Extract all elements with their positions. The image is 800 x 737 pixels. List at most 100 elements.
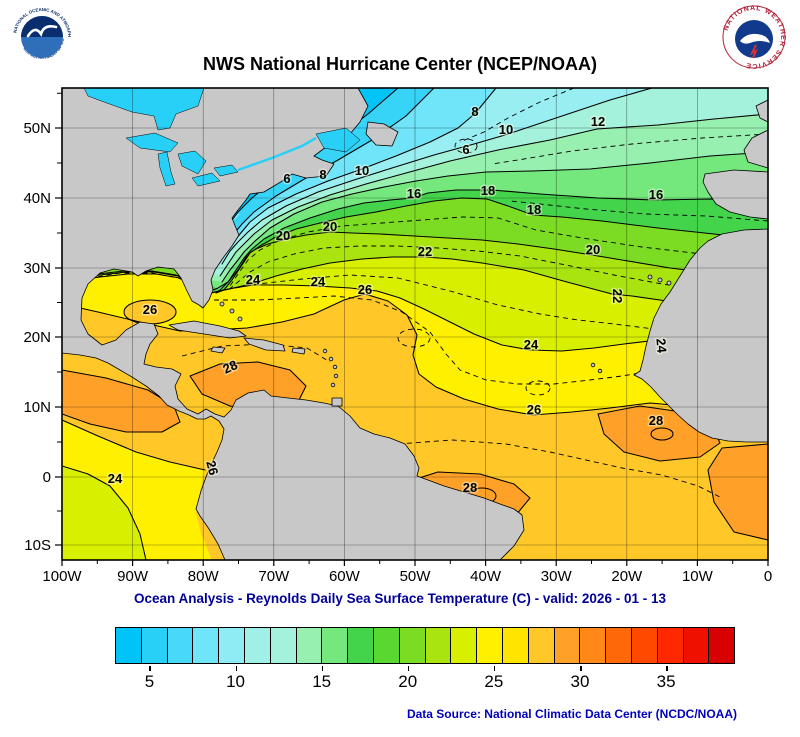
isotherm-28-pacific: [62, 369, 181, 433]
lon-axis-label: 70W: [258, 568, 290, 585]
isotherm-24-pacific: [62, 465, 147, 560]
land-antilles-4: [333, 373, 339, 379]
land-cape-verde-1: [590, 362, 596, 368]
water-lake-erie: [191, 172, 221, 187]
colorbar-cell: [477, 628, 503, 663]
land-bahamas-2: [229, 308, 235, 314]
colorbar-ticks: 5 10 15 20 25 30 35: [115, 666, 735, 696]
lon-axis-label: 20W: [611, 568, 643, 585]
nws-cloud-icon: [740, 33, 770, 44]
contour-label-18: 18: [481, 183, 495, 198]
page-title: NWS National Hurricane Center (NCEP/NOAA…: [202, 54, 598, 74]
land-antilles-2: [328, 356, 334, 362]
contour-label-10: 10: [499, 122, 513, 137]
contour-label-26: 26: [527, 402, 541, 417]
land-americas: [62, 88, 525, 560]
contour-labels: 6 8 10 6 8 10 12 16 16 18 18 20 20 20 22 22 24 24 24 24 26 26…: [106, 103, 671, 497]
colorbar-cell: [451, 628, 478, 663]
contour-label-26: 26: [203, 459, 221, 477]
contour-label-20: 20: [586, 242, 600, 257]
land-jamaica: [210, 346, 226, 354]
contour-label-10: 10: [355, 163, 369, 178]
land-cape-verde-2: [597, 368, 603, 374]
land-canary-3: [666, 280, 672, 286]
colorbar-tick: [407, 666, 410, 671]
nws-lightning-icon: [749, 44, 758, 59]
colorbar-cell: [528, 628, 555, 663]
lon-axis-label: 10W: [682, 568, 714, 585]
colorbar-cell: [606, 628, 632, 663]
isotherm-22: [209, 256, 768, 319]
land-canary-2: [657, 277, 663, 283]
contour-label-20: 20: [276, 228, 290, 243]
lat-axis-label: 0: [43, 469, 51, 486]
colorbar-tick: [235, 666, 238, 671]
colorbar-tick-label: 5: [144, 672, 155, 691]
water-lake-superior: [125, 132, 179, 153]
land-trinidad: [331, 397, 343, 407]
isotherm-19-dashed: [229, 216, 768, 287]
isotherm-10: [221, 88, 653, 265]
lon-axis-label: 90W: [117, 568, 149, 585]
contour-label-20: 20: [323, 219, 337, 234]
colorbar-tick: [580, 666, 582, 671]
colorbar-cell: [399, 628, 426, 663]
colorbar-cell: [657, 628, 684, 663]
lat-axis-label: 10N: [23, 399, 51, 416]
nws-logo: NATIONAL WEATHER SERVICE: [722, 5, 786, 69]
colorbar-cell: [322, 628, 349, 663]
noaa-logo: NATIONAL OCEANIC AND ATMOSPHERIC ADMINIS…: [8, 1, 74, 69]
map-caption: Ocean Analysis - Reynolds Daily Sea Surf…: [134, 591, 666, 606]
contour-label-12: 12: [591, 114, 605, 129]
nws-logo-svg: NATIONAL WEATHER SERVICE: [722, 5, 786, 69]
noaa-logo-svg: NATIONAL OCEANIC AND ATMOSPHERIC ADMINIS…: [8, 1, 73, 68]
isotherm-18: [215, 197, 768, 294]
lon-axis-label: 40W: [470, 568, 502, 585]
colorbar-cell: [296, 628, 323, 663]
colorbar-cell: [425, 628, 452, 663]
land-iberia: [702, 169, 768, 220]
axis-labels: 100W 90W 80W 70W 60W 50W 40W 30W 20W 10W 0 50N 40N 30…: [23, 92, 772, 585]
contour-label-24: 24: [246, 272, 261, 287]
contour-label-28: 28: [463, 480, 477, 495]
isotherm-28-east-atlantic: [597, 405, 721, 462]
isotherm-9-dashed: [459, 88, 575, 143]
colorbar: [115, 627, 735, 664]
colorbar-cell: [219, 628, 245, 663]
colorbar-tick-label: 20: [398, 672, 418, 691]
land-antilles-3: [332, 364, 338, 370]
colorbar-tick: [321, 666, 324, 671]
isotherm-27-dashed-equator: [397, 439, 723, 499]
contour-label-6: 6: [283, 171, 290, 186]
lat-axis-label: 30N: [23, 260, 51, 277]
contour-label-18: 18: [527, 202, 541, 217]
colorbar-tick-label: 35: [656, 672, 676, 691]
colorbar-cell: [167, 628, 194, 663]
water-lake-michigan: [157, 151, 176, 187]
lon-axis-label: 30W: [541, 568, 573, 585]
colorbar-cell: [141, 628, 168, 663]
land-bahamas-3: [237, 316, 243, 322]
land-hispaniola: [243, 337, 286, 352]
eddy-ring-newfoundland: [454, 138, 478, 154]
land-africa: [633, 228, 768, 443]
lat-axis-label: 40N: [23, 190, 51, 207]
contour-label-26: 26: [358, 282, 372, 297]
eddy-ring-guinea: [650, 427, 674, 441]
contour-label-16: 16: [649, 187, 663, 202]
colorbar-cell: [373, 628, 400, 663]
lon-axis-label: 60W: [329, 568, 361, 585]
colorbar-cell: [554, 628, 581, 663]
eddy-ring-sargasso: [397, 328, 431, 348]
contour-label-16: 16: [407, 186, 421, 201]
data-source-note: Data Source: National Climatic Data Cent…: [406, 707, 737, 721]
colorbar-cell: [348, 628, 374, 663]
land-canary-1: [647, 274, 653, 280]
colorbar-tick: [493, 666, 496, 671]
colorbar-tick-label: 15: [312, 672, 332, 691]
water-lake-huron: [177, 150, 207, 175]
sst-band-28-pacific: [62, 370, 180, 432]
isotherm-14: [221, 151, 768, 283]
colorbar-cell: [244, 628, 271, 663]
colorbar-tick-label: 25: [484, 672, 504, 691]
